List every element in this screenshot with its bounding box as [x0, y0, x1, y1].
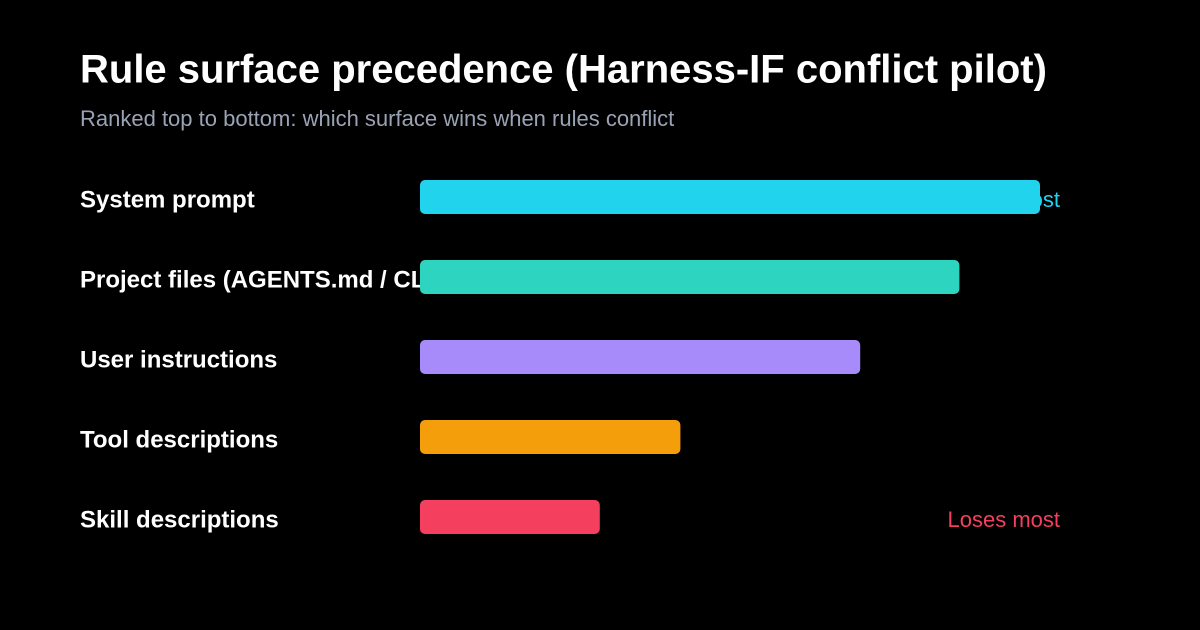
chart-title: Rule surface precedence (Harness-IF conf…	[80, 48, 1047, 92]
bar	[420, 420, 681, 454]
category-label: Skill descriptions	[80, 506, 279, 533]
bar	[420, 260, 960, 294]
chart-subtitle: Ranked top to bottom: which surface wins…	[80, 106, 674, 131]
category-label: User instructions	[80, 346, 277, 373]
bar	[420, 500, 600, 534]
bar	[420, 180, 1040, 214]
category-label: Tool descriptions	[80, 426, 278, 453]
bar	[420, 340, 861, 374]
annotation: Loses most	[948, 507, 1061, 532]
category-label: System prompt	[80, 186, 255, 213]
